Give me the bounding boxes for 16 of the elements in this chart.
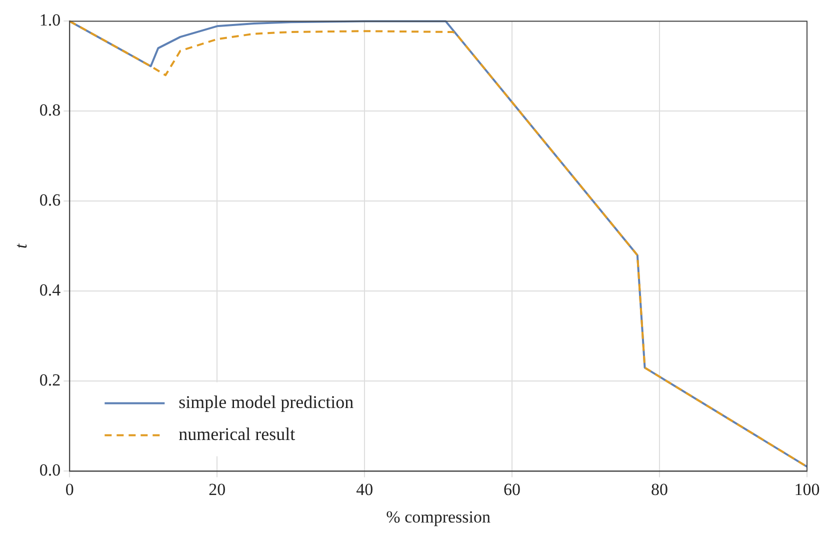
x-tick-label: 20 [208,480,226,499]
x-axis-title: % compression [386,507,491,526]
y-tick-label: 0.0 [39,460,61,480]
x-tick-label: 80 [651,480,668,499]
legend-label: simple model prediction [178,392,354,412]
x-tick-label: 60 [504,480,521,499]
y-axis-title: t [12,242,31,249]
y-tick-label: 0.6 [39,190,61,210]
x-tick-label: 0 [65,480,74,499]
x-tick-label: 100 [794,480,820,499]
y-tick-label: 0.2 [39,370,61,390]
y-tick-label: 1.0 [39,10,61,30]
legend-label: numerical result [178,424,296,444]
y-tick-label: 0.8 [39,100,61,120]
x-tick-label: 40 [356,480,374,499]
y-tick-label: 0.4 [39,280,62,300]
